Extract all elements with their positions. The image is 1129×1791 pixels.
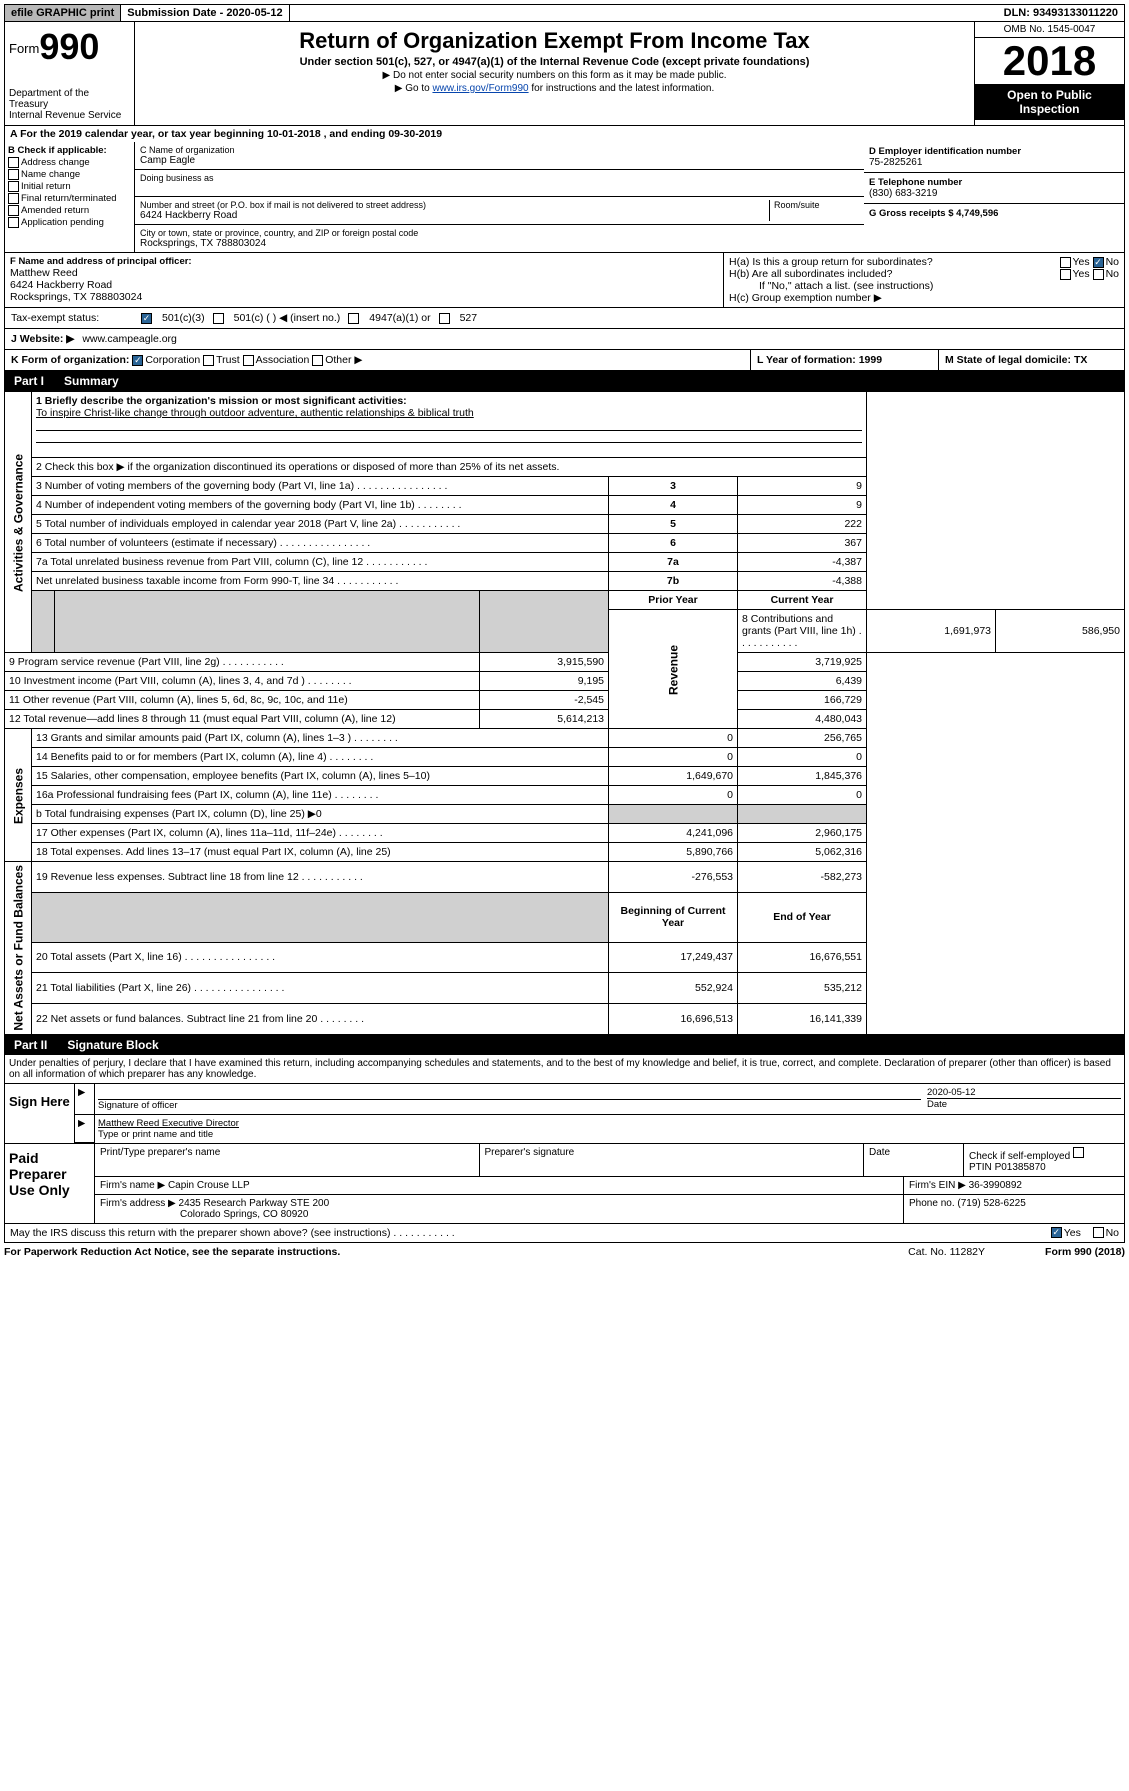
firm-phone: Phone no. (719) 528-6225 <box>904 1195 1124 1223</box>
tax-year: 2018 <box>975 38 1124 84</box>
mission: To inspire Christ-like change through ou… <box>36 407 862 419</box>
hb-no[interactable] <box>1093 269 1104 280</box>
tax-exempt-row: Tax-exempt status: 501(c)(3) 501(c) ( ) … <box>4 308 1125 329</box>
check-corp[interactable] <box>132 355 143 366</box>
dln: DLN: 93493133011220 <box>998 5 1124 21</box>
section-a-grid: B Check if applicable: Address change Na… <box>4 142 1125 253</box>
check-4947[interactable] <box>348 313 359 324</box>
discuss-row: May the IRS discuss this return with the… <box>4 1224 1125 1243</box>
state-domicile: M State of legal domicile: TX <box>945 354 1087 366</box>
check-527[interactable] <box>439 313 450 324</box>
gross-receipts: G Gross receipts $ 4,749,596 <box>869 208 1119 219</box>
form-number: Form990 <box>9 26 130 68</box>
val-4: 9 <box>738 496 867 515</box>
website-link[interactable]: www.campeagle.org <box>82 333 177 345</box>
check-amended[interactable] <box>8 205 19 216</box>
open-public-badge: Open to Public Inspection <box>975 84 1124 120</box>
form-title: Return of Organization Exempt From Incom… <box>139 28 970 54</box>
discuss-yes[interactable] <box>1051 1227 1062 1238</box>
part2-bar: Part II Signature Block <box>4 1035 1125 1055</box>
check-final-return[interactable] <box>8 193 19 204</box>
irs-link[interactable]: www.irs.gov/Form990 <box>432 83 528 94</box>
part1-bar: Part I Summary <box>4 371 1125 391</box>
box-b: B Check if applicable: Address change Na… <box>5 142 135 252</box>
box-d-e-g: D Employer identification number 75-2825… <box>864 142 1124 252</box>
dept-treasury: Department of the Treasury Internal Reve… <box>9 88 130 121</box>
check-initial-return[interactable] <box>8 181 19 192</box>
check-address-change[interactable] <box>8 157 19 168</box>
hb-yes[interactable] <box>1060 269 1071 280</box>
sign-arrow-icon: ▶ <box>75 1084 95 1115</box>
cat-no: Cat. No. 11282Y <box>908 1246 985 1258</box>
form-subtitle: Under section 501(c), 527, or 4947(a)(1)… <box>139 56 970 68</box>
sign-here-block: Sign Here ▶ Signature of officer 2020-05… <box>4 1084 1125 1144</box>
submission-date: Submission Date - 2020-05-12 <box>121 5 289 21</box>
check-501c3[interactable] <box>141 313 152 324</box>
perjury-text: Under penalties of perjury, I declare th… <box>4 1055 1125 1084</box>
omb-number: OMB No. 1545-0047 <box>975 22 1124 38</box>
side-expenses: Expenses <box>5 729 32 862</box>
val-7b: -4,388 <box>738 572 867 591</box>
ha-no[interactable] <box>1093 257 1104 268</box>
efile-button[interactable]: efile GRAPHIC print <box>5 5 121 21</box>
check-self-employed[interactable] <box>1073 1147 1084 1158</box>
check-trust[interactable] <box>203 355 214 366</box>
org-name: Camp Eagle <box>140 155 859 166</box>
form-header: Form990 Department of the Treasury Inter… <box>4 22 1125 126</box>
side-governance: Activities & Governance <box>5 392 32 653</box>
k-l-m-row: K Form of organization: Corporation Trus… <box>4 350 1125 371</box>
side-revenue: Revenue <box>609 610 738 729</box>
address: 6424 Hackberry Road <box>140 210 769 221</box>
telephone: (830) 683-3219 <box>869 188 1119 199</box>
website-row: J Website: ▶ www.campeagle.org <box>4 329 1125 350</box>
box-c: C Name of organization Camp Eagle Doing … <box>135 142 864 252</box>
check-other[interactable] <box>312 355 323 366</box>
ha-yes[interactable] <box>1060 257 1071 268</box>
side-netassets: Net Assets or Fund Balances <box>5 862 32 1035</box>
val-5: 222 <box>738 515 867 534</box>
val-3: 9 <box>738 477 867 496</box>
firm-ein: Firm's EIN ▶ 36-3990892 <box>904 1177 1124 1194</box>
firm-name: Firm's name ▶ Capin Crouse LLP <box>95 1177 904 1194</box>
officer-signature-name: Matthew Reed Executive Director <box>98 1118 921 1129</box>
note-link: Go to www.irs.gov/Form990 for instructio… <box>139 83 970 94</box>
note-ssn: Do not enter social security numbers on … <box>139 70 970 81</box>
summary-table: Activities & Governance 1 Briefly descri… <box>4 391 1125 1035</box>
val-6: 367 <box>738 534 867 553</box>
check-501c[interactable] <box>213 313 224 324</box>
top-bar: efile GRAPHIC print Submission Date - 20… <box>4 4 1125 22</box>
firm-address: Firm's address ▶ 2435 Research Parkway S… <box>100 1198 898 1209</box>
form-footer: Form 990 (2018) <box>1045 1246 1125 1258</box>
city-state-zip: Rocksprings, TX 788803024 <box>140 238 859 249</box>
officer-name: Matthew Reed <box>10 267 718 279</box>
paid-preparer-block: Paid Preparer Use Only Print/Type prepar… <box>4 1144 1125 1224</box>
check-name-change[interactable] <box>8 169 19 180</box>
ptin: P01385870 <box>995 1162 1046 1173</box>
val-7a: -4,387 <box>738 553 867 572</box>
year-formation: L Year of formation: 1999 <box>757 354 882 366</box>
discuss-no[interactable] <box>1093 1227 1104 1238</box>
check-app-pending[interactable] <box>8 217 19 228</box>
sign-arrow-icon: ▶ <box>75 1115 95 1143</box>
ein: 75-2825261 <box>869 157 1119 168</box>
footer-row: For Paperwork Reduction Act Notice, see … <box>4 1243 1125 1261</box>
line-a: A For the 2019 calendar year, or tax yea… <box>4 126 1125 142</box>
row-f-h: F Name and address of principal officer:… <box>4 253 1125 308</box>
check-assoc[interactable] <box>243 355 254 366</box>
